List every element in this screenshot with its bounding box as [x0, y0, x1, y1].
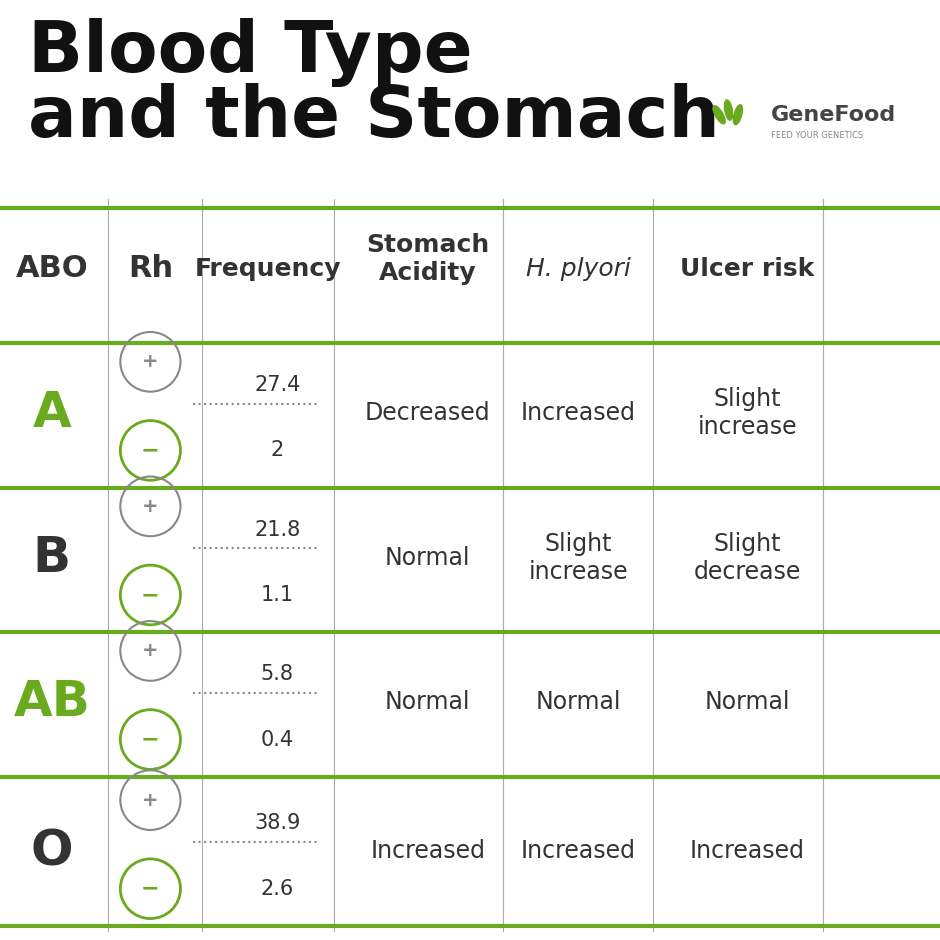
Text: −: −	[141, 729, 160, 749]
Text: Blood Type: Blood Type	[28, 18, 473, 86]
Ellipse shape	[713, 105, 726, 124]
Text: 0.4: 0.4	[260, 729, 294, 749]
Ellipse shape	[733, 104, 743, 125]
Text: Slight
decrease: Slight decrease	[694, 532, 801, 584]
Text: 2: 2	[271, 441, 284, 461]
Text: O: O	[30, 827, 73, 875]
Text: −: −	[141, 585, 160, 605]
Text: and the Stomach: and the Stomach	[28, 83, 720, 152]
Text: Increased: Increased	[690, 839, 805, 864]
Text: Normal: Normal	[705, 690, 790, 714]
Text: Increased: Increased	[521, 839, 635, 864]
Text: 38.9: 38.9	[254, 813, 301, 834]
Text: FEED YOUR GENETICS: FEED YOUR GENETICS	[771, 131, 863, 140]
Text: H. plyori: H. plyori	[525, 257, 631, 280]
Text: Increased: Increased	[370, 839, 485, 864]
Text: 2.6: 2.6	[260, 879, 294, 899]
Text: Increased: Increased	[521, 401, 635, 425]
Text: Normal: Normal	[385, 545, 470, 570]
Text: Stomach
Acidity: Stomach Acidity	[366, 233, 490, 285]
Text: Frequency: Frequency	[195, 257, 341, 280]
Text: Rh: Rh	[128, 254, 173, 283]
Text: 21.8: 21.8	[254, 520, 301, 540]
Text: Slight
increase: Slight increase	[697, 387, 797, 439]
Text: B: B	[33, 534, 70, 582]
Text: 27.4: 27.4	[254, 375, 301, 395]
Text: Slight
increase: Slight increase	[528, 532, 628, 584]
Text: −: −	[141, 441, 160, 461]
Text: +: +	[142, 791, 159, 809]
Ellipse shape	[725, 100, 732, 120]
Text: AB: AB	[13, 678, 90, 727]
Text: +: +	[142, 352, 159, 371]
Text: Normal: Normal	[385, 690, 470, 714]
Text: GeneFood: GeneFood	[771, 104, 896, 125]
Text: Ulcer risk: Ulcer risk	[681, 257, 814, 280]
Text: ABO: ABO	[15, 254, 88, 283]
Text: 1.1: 1.1	[260, 585, 294, 605]
Text: 5.8: 5.8	[260, 665, 294, 684]
Text: Normal: Normal	[536, 690, 620, 714]
Text: A: A	[32, 389, 71, 437]
Text: +: +	[142, 641, 159, 661]
Text: +: +	[142, 497, 159, 516]
Text: −: −	[141, 879, 160, 899]
Text: Decreased: Decreased	[365, 401, 491, 425]
